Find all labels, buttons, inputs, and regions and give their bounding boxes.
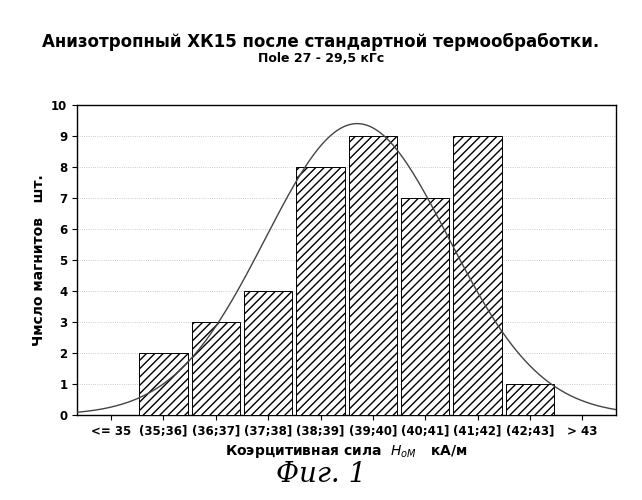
X-axis label: Коэрцитивная сила  $H_{oM}$   кА/м: Коэрцитивная сила $H_{oM}$ кА/м (225, 444, 468, 460)
Bar (401, 198, 449, 415)
Bar (192, 322, 240, 415)
Bar (349, 136, 397, 415)
Bar (139, 353, 187, 415)
Bar (453, 136, 501, 415)
Text: Анизотропный ХК15 после стандартной термообработки.: Анизотропный ХК15 после стандартной терм… (42, 32, 600, 50)
Text: Поlе 27 - 29,5 кГс: Поlе 27 - 29,5 кГс (258, 52, 384, 66)
Text: Фиг. 1: Фиг. 1 (276, 460, 366, 487)
Bar (244, 291, 292, 415)
Bar (297, 167, 345, 415)
Bar (506, 384, 554, 415)
Y-axis label: Чмсло магнитов   шт.: Чмсло магнитов шт. (31, 174, 46, 346)
